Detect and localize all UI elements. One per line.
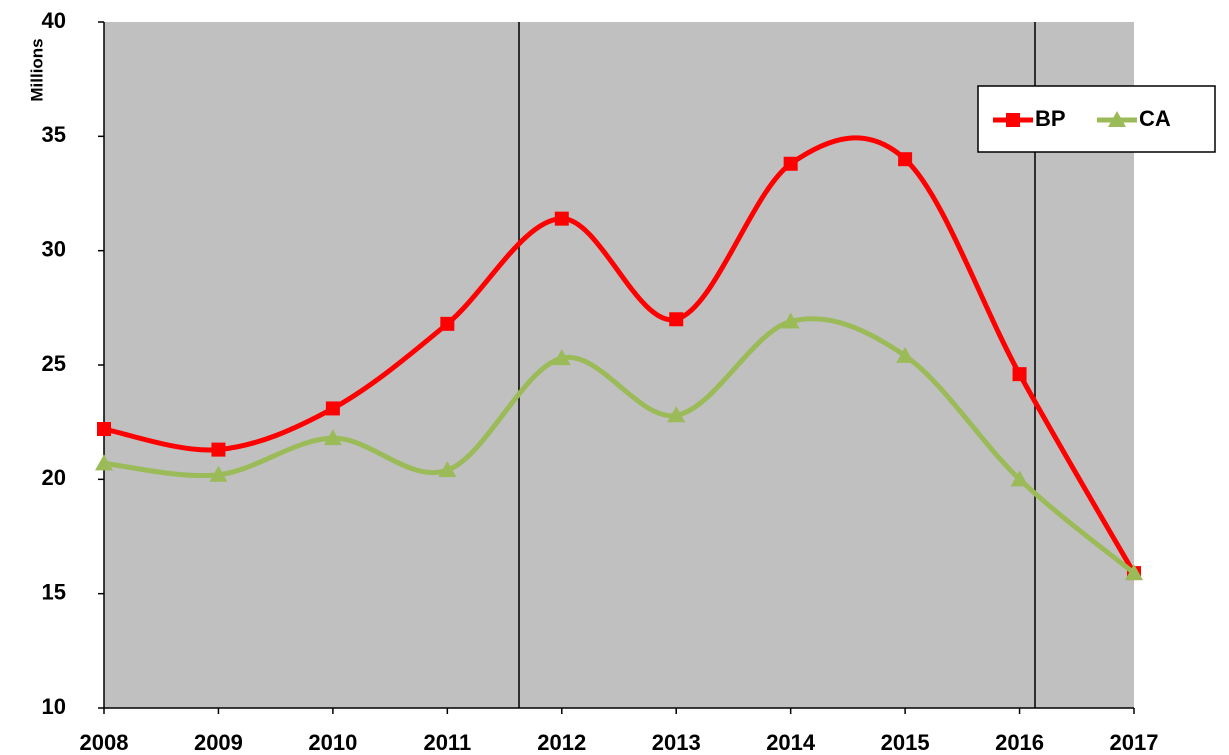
data-point bbox=[554, 211, 569, 226]
y-tick-label: 35 bbox=[42, 122, 66, 147]
data-point bbox=[667, 406, 686, 423]
data-point bbox=[323, 429, 342, 446]
data-point bbox=[781, 312, 800, 329]
data-point bbox=[896, 346, 915, 363]
y-tick-label: 25 bbox=[42, 351, 66, 376]
x-tick-label: 2010 bbox=[308, 730, 357, 755]
data-point bbox=[209, 465, 228, 482]
data-point bbox=[325, 401, 340, 416]
x-tick-label: 2008 bbox=[80, 730, 129, 755]
data-point bbox=[1125, 564, 1143, 581]
data-point bbox=[211, 442, 226, 457]
plot-area bbox=[104, 22, 1134, 708]
data-point bbox=[97, 422, 111, 437]
data-point bbox=[552, 349, 571, 366]
legend-marker bbox=[1006, 113, 1020, 127]
x-tick-label: 2013 bbox=[652, 730, 701, 755]
data-point bbox=[440, 316, 455, 331]
data-point bbox=[1010, 470, 1029, 487]
data-point bbox=[438, 461, 457, 478]
x-tick-label: 2011 bbox=[423, 730, 471, 755]
legend-marker bbox=[1108, 111, 1126, 127]
legend-label: CA bbox=[1139, 106, 1171, 131]
data-point bbox=[669, 312, 684, 327]
y-tick-label: 15 bbox=[42, 579, 66, 604]
data-point bbox=[95, 454, 113, 471]
series-line bbox=[103, 135, 1137, 575]
data-point bbox=[898, 152, 913, 167]
y-axis-label: Millions bbox=[27, 38, 46, 101]
legend-label: BP bbox=[1035, 106, 1066, 131]
y-tick-label: 40 bbox=[42, 8, 66, 33]
x-tick-label: 2012 bbox=[537, 730, 586, 755]
y-tick-label: 20 bbox=[42, 465, 66, 490]
x-tick-label: 2016 bbox=[995, 730, 1044, 755]
y-tick-label: 10 bbox=[42, 694, 66, 719]
y-tick-label: 30 bbox=[42, 236, 66, 261]
x-tick-label: 2009 bbox=[194, 730, 243, 755]
series-line bbox=[103, 316, 1136, 576]
data-point bbox=[1012, 367, 1027, 382]
x-tick-label: 2017 bbox=[1110, 730, 1159, 755]
data-point bbox=[783, 156, 798, 171]
x-tick-label: 2014 bbox=[766, 730, 816, 755]
x-tick-label: 2015 bbox=[881, 730, 930, 755]
